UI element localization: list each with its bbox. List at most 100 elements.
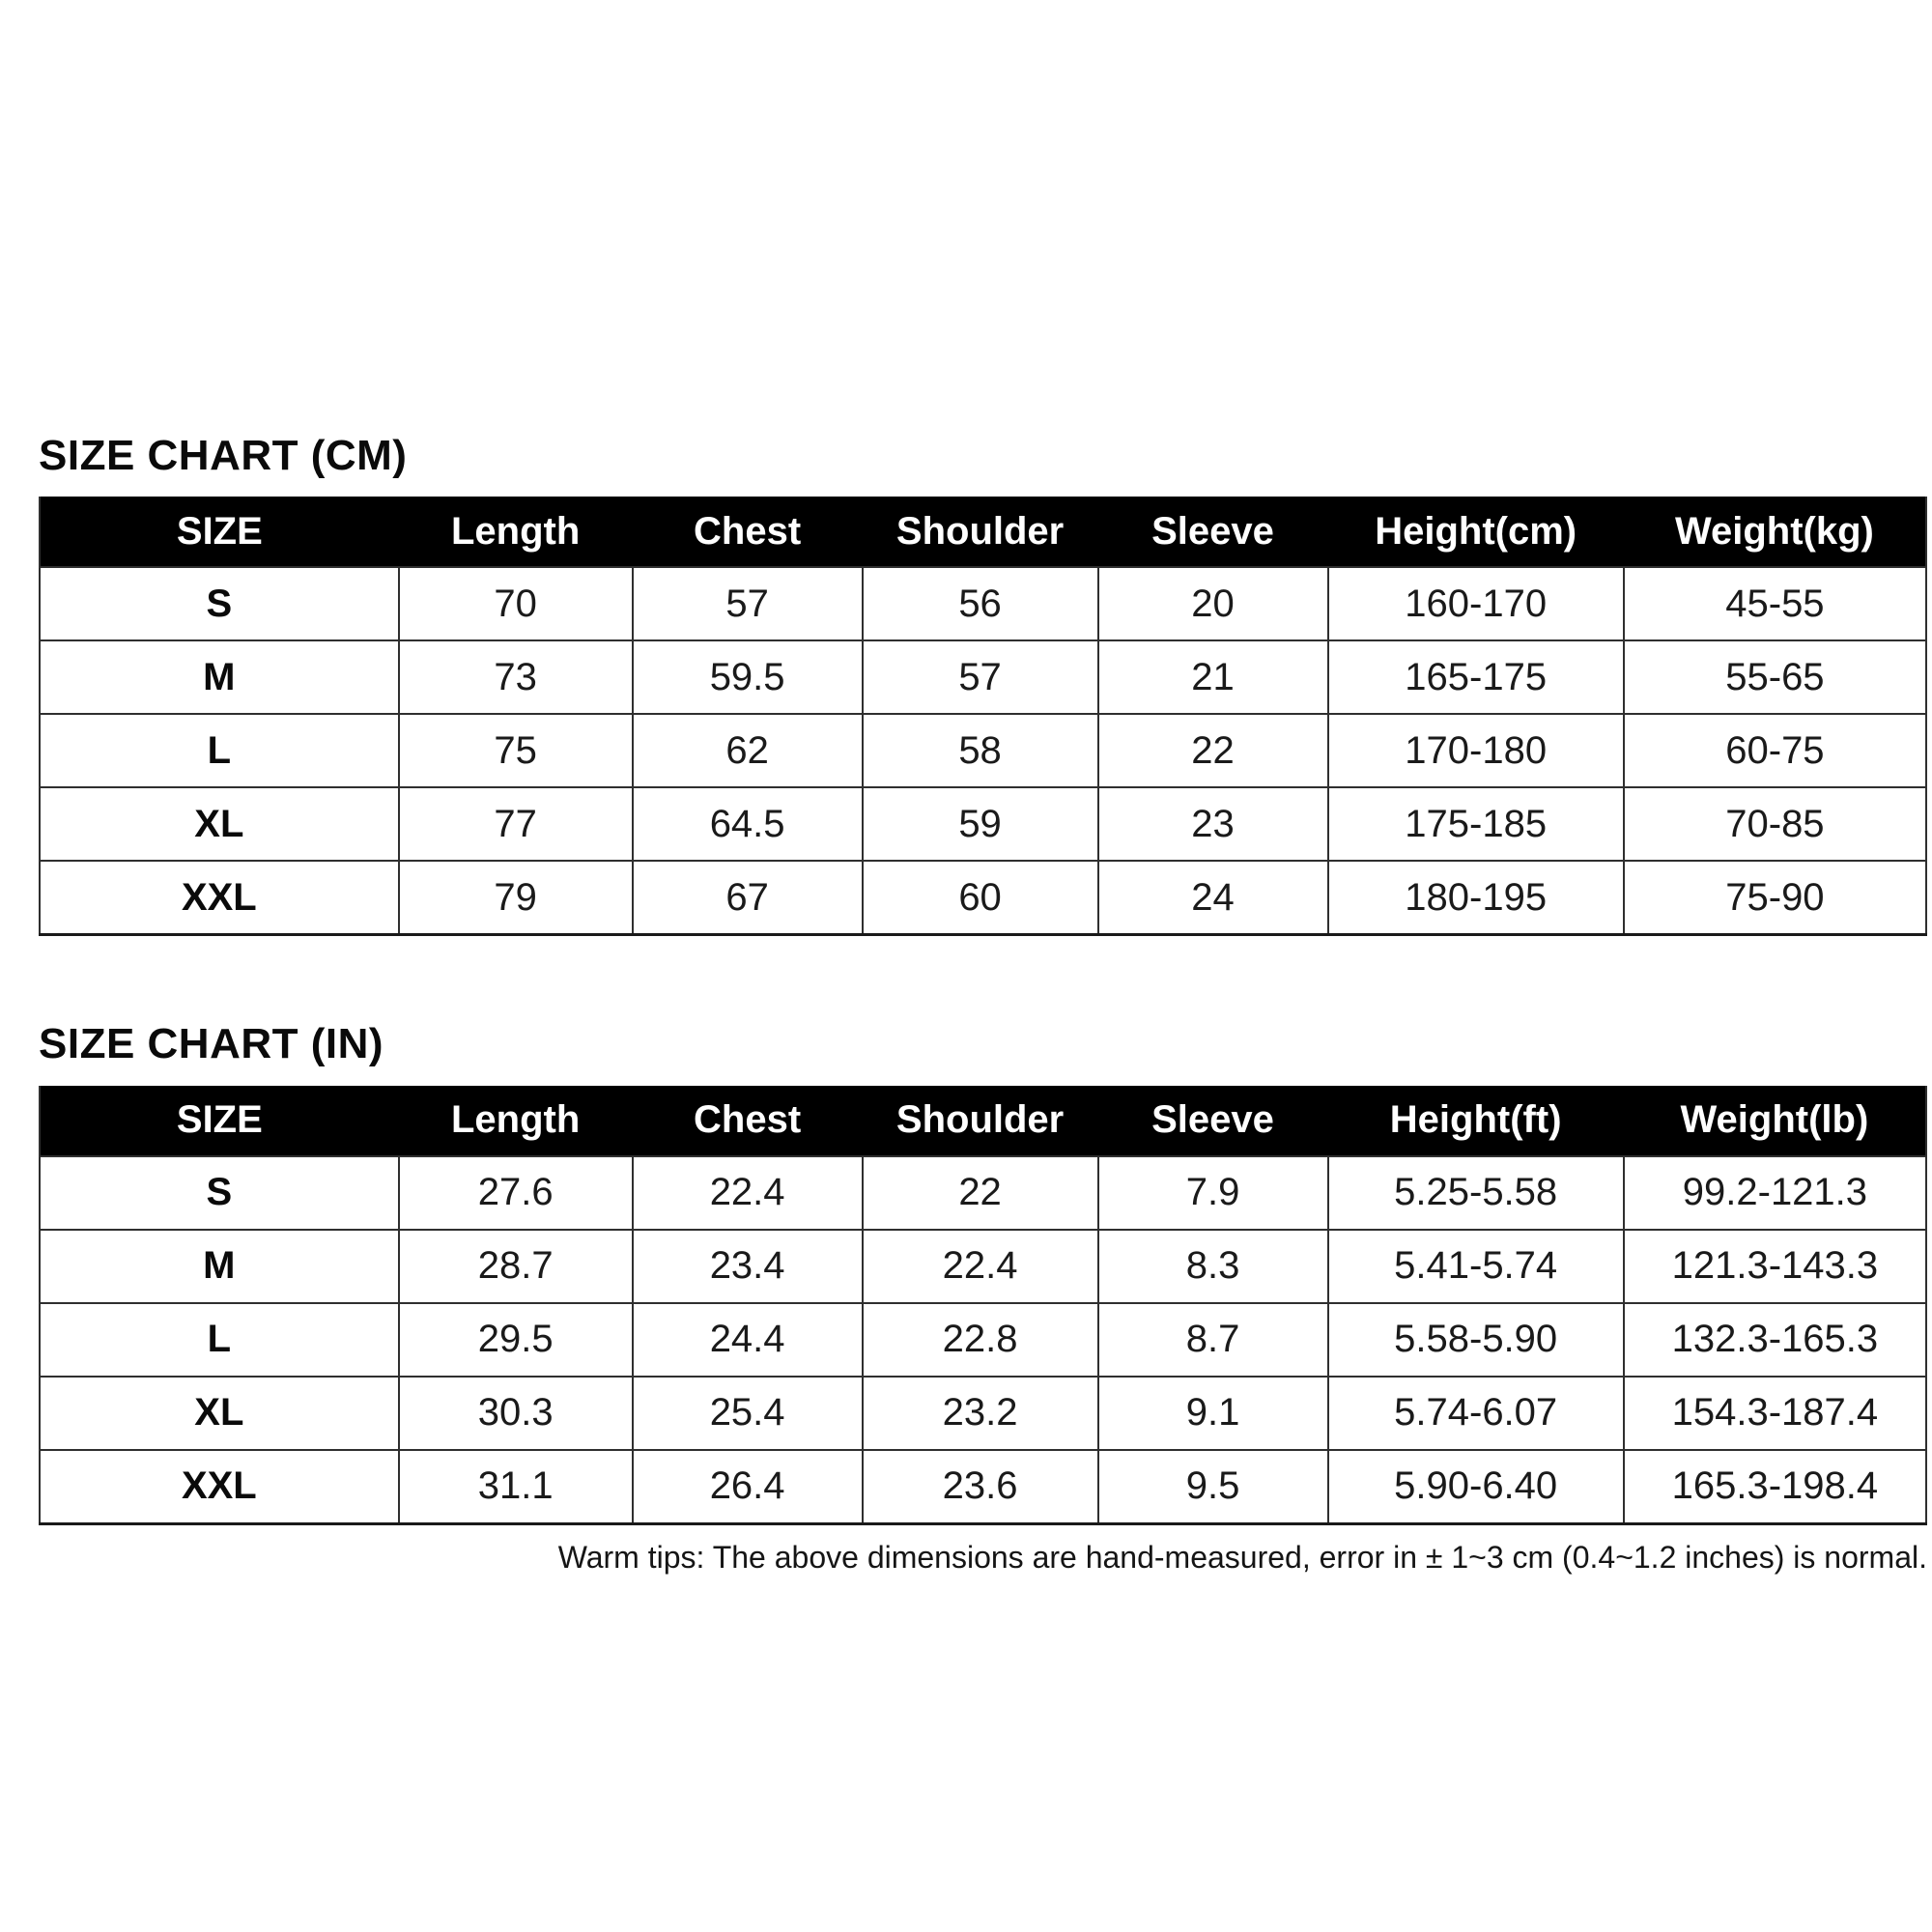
table-cell: 5.90-6.40 <box>1326 1448 1625 1525</box>
table-cell: 31.1 <box>397 1448 634 1525</box>
table-cell: 27.6 <box>397 1154 634 1231</box>
size-label: XL <box>39 786 400 863</box>
size-label: S <box>39 566 400 642</box>
table-cell: 70 <box>397 566 634 642</box>
table-row-xxl: XXL 79 67 60 24 180-195 75-90 <box>39 860 1928 937</box>
size-label: M <box>39 639 400 716</box>
table-cell: 23 <box>1096 786 1329 863</box>
column-header-length: Length <box>398 1085 633 1156</box>
table-cell: 154.3-187.4 <box>1622 1375 1928 1451</box>
table-cell: 23.2 <box>861 1375 1099 1451</box>
table-cell: 22.4 <box>631 1154 864 1231</box>
table-cell: 57 <box>861 639 1099 716</box>
header-row: SIZE Length Chest Shoulder Sleeve Height(cm) W… <box>40 497 1926 568</box>
table-cell: 8.7 <box>1096 1301 1329 1378</box>
table-cell: 24.4 <box>631 1301 864 1378</box>
column-header-weight-kg: Weight(kg) <box>1623 497 1926 568</box>
table-cell: 165-175 <box>1326 639 1625 716</box>
size-label: XL <box>39 1375 400 1451</box>
table-cell: 26.4 <box>631 1448 864 1525</box>
table-cell: 5.58-5.90 <box>1326 1301 1625 1378</box>
table-cell: 99.2-121.3 <box>1622 1154 1928 1231</box>
table-row-xxl: XXL 31.1 26.4 23.6 9.5 5.90-6.40 165.3-198.4 <box>39 1448 1928 1525</box>
table-cell: 22 <box>861 1154 1099 1231</box>
table-row-m: M 73 59.5 57 21 165-175 55-65 <box>39 639 1928 716</box>
size-label: XXL <box>39 860 400 937</box>
table-row-l: L 29.5 24.4 22.8 8.7 5.58-5.90 132.3-165.3 <box>39 1301 1928 1378</box>
table-cell: 60-75 <box>1622 713 1928 789</box>
table-cell: 58 <box>861 713 1099 789</box>
table-row-xl: XL 77 64.5 59 23 175-185 70-85 <box>39 786 1928 863</box>
column-header-sleeve: Sleeve <box>1097 497 1328 568</box>
column-header-shoulder: Shoulder <box>862 497 1098 568</box>
size-chart-in-table: SIZE Length Chest Shoulder Sleeve Height(ft) W… <box>39 1085 1928 1525</box>
table-cell: 5.74-6.07 <box>1326 1375 1625 1451</box>
table-cell: 73 <box>397 639 634 716</box>
size-chart-page: SIZE CHART (CM) SIZE Length Chest Shoulder S… <box>39 432 1928 1576</box>
table-cell: 180-195 <box>1326 860 1625 937</box>
table-cell: 29.5 <box>397 1301 634 1378</box>
column-header-height-cm: Height(cm) <box>1327 497 1624 568</box>
table-cell: 55-65 <box>1622 639 1928 716</box>
column-header-size: SIZE <box>40 497 399 568</box>
table-cell: 77 <box>397 786 634 863</box>
header-row: SIZE Length Chest Shoulder Sleeve Height(ft) W… <box>40 1085 1926 1156</box>
table-cell: 60 <box>861 860 1099 937</box>
table-cell: 5.25-5.58 <box>1326 1154 1625 1231</box>
column-header-chest: Chest <box>632 497 863 568</box>
table-cell: 22.4 <box>861 1228 1099 1304</box>
column-header-size: SIZE <box>40 1085 399 1156</box>
table-cell: 132.3-165.3 <box>1622 1301 1928 1378</box>
table-cell: 121.3-143.3 <box>1622 1228 1928 1304</box>
table-row-s: S 27.6 22.4 22 7.9 5.25-5.58 99.2-121.3 <box>39 1154 1928 1231</box>
table-cell: 9.1 <box>1096 1375 1329 1451</box>
table-row-xl: XL 30.3 25.4 23.2 9.1 5.74-6.07 154.3-187.4 <box>39 1375 1928 1451</box>
size-label: S <box>39 1154 400 1231</box>
table-cell: 160-170 <box>1326 566 1625 642</box>
table-cell: 9.5 <box>1096 1448 1329 1525</box>
table-cell: 67 <box>631 860 864 937</box>
size-chart-cm-title: SIZE CHART (CM) <box>39 432 408 479</box>
table-cell: 70-85 <box>1622 786 1928 863</box>
table-cell: 79 <box>397 860 634 937</box>
table-row-l: L 75 62 58 22 170-180 60-75 <box>39 713 1928 789</box>
table-cell: 8.3 <box>1096 1228 1329 1304</box>
column-header-chest: Chest <box>632 1085 863 1156</box>
column-header-height-ft: Height(ft) <box>1327 1085 1624 1156</box>
column-header-shoulder: Shoulder <box>862 1085 1098 1156</box>
table-cell: 22.8 <box>861 1301 1099 1378</box>
size-chart-cm-section: SIZE CHART (CM) SIZE Length Chest Shoulder S… <box>39 432 1928 937</box>
column-header-weight-lb: Weight(lb) <box>1623 1085 1926 1156</box>
size-label: XXL <box>39 1448 400 1525</box>
table-cell: 75 <box>397 713 634 789</box>
table-cell: 28.7 <box>397 1228 634 1304</box>
table-cell: 59 <box>861 786 1099 863</box>
table-cell: 30.3 <box>397 1375 634 1451</box>
size-chart-in-section: SIZE CHART (IN) SIZE Length Chest Shoulder S… <box>39 1020 1928 1525</box>
table-cell: 5.41-5.74 <box>1326 1228 1625 1304</box>
table-cell: 62 <box>631 713 864 789</box>
table-cell: 64.5 <box>631 786 864 863</box>
measurement-disclaimer: Warm tips: The above dimensions are hand… <box>557 1539 1927 1575</box>
table-cell: 75-90 <box>1622 860 1928 937</box>
size-chart-in-title: SIZE CHART (IN) <box>39 1020 384 1068</box>
size-label: L <box>39 713 400 789</box>
table-cell: 170-180 <box>1326 713 1625 789</box>
table-cell: 57 <box>631 566 864 642</box>
table-cell: 23.6 <box>861 1448 1099 1525</box>
table-row-s: S 70 57 56 20 160-170 45-55 <box>39 566 1928 642</box>
table-cell: 45-55 <box>1622 566 1928 642</box>
table-cell: 20 <box>1096 566 1329 642</box>
table-cell: 7.9 <box>1096 1154 1329 1231</box>
table-cell: 165.3-198.4 <box>1622 1448 1928 1525</box>
size-label: L <box>39 1301 400 1378</box>
size-label: M <box>39 1228 400 1304</box>
table-cell: 175-185 <box>1326 786 1625 863</box>
table-cell: 23.4 <box>631 1228 864 1304</box>
column-header-length: Length <box>398 497 633 568</box>
size-chart-cm-table: SIZE Length Chest Shoulder Sleeve Height(cm) W… <box>39 497 1928 937</box>
table-cell: 21 <box>1096 639 1329 716</box>
table-row-m: M 28.7 23.4 22.4 8.3 5.41-5.74 121.3-143.3 <box>39 1228 1928 1304</box>
table-cell: 24 <box>1096 860 1329 937</box>
table-cell: 59.5 <box>631 639 864 716</box>
